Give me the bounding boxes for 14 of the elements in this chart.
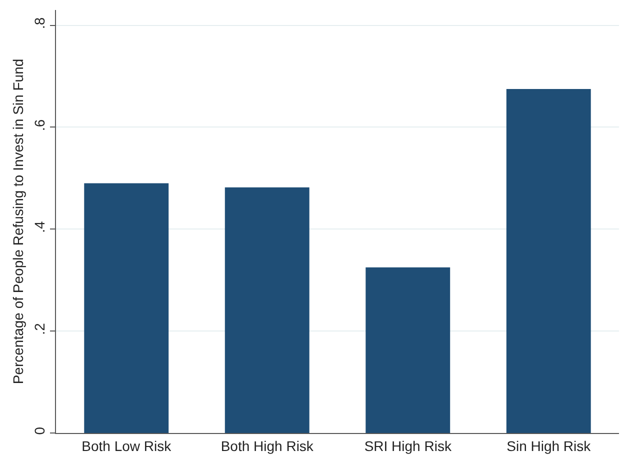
bar <box>84 183 169 433</box>
bar <box>506 88 591 433</box>
y-tick-label: 0 <box>31 426 48 435</box>
y-tick-label: .4 <box>31 220 48 233</box>
x-tick-label: Both High Risk <box>220 438 314 454</box>
x-tick-label: Both Low Risk <box>82 438 172 454</box>
y-tick-label: .6 <box>31 119 48 131</box>
bar <box>224 187 310 433</box>
y-tick-label: .8 <box>31 17 48 30</box>
y-tick-label: .2 <box>31 322 48 335</box>
bar <box>366 267 450 433</box>
x-tick-label: SRI High Risk <box>364 438 452 454</box>
y-axis-title: Percentage of People Refusing to Invest in Sin Fund <box>10 58 26 384</box>
x-tick-label: Sin High Risk <box>506 438 592 454</box>
